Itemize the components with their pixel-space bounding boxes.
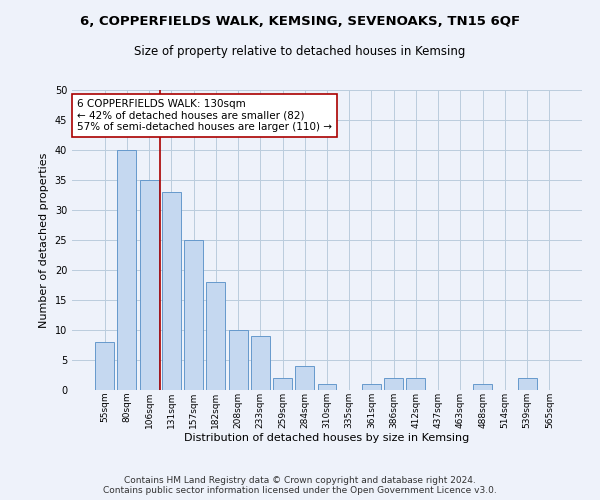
Bar (95, 342, 114, 390)
Bar (518, 378, 536, 390)
Bar (317, 384, 337, 390)
Text: Size of property relative to detached houses in Kemsing: Size of property relative to detached ho… (134, 45, 466, 58)
Bar (118, 150, 136, 390)
Bar (251, 336, 270, 390)
Bar (140, 180, 158, 390)
X-axis label: Distribution of detached houses by size in Kemsing: Distribution of detached houses by size … (184, 434, 470, 444)
Text: 6 COPPERFIELDS WALK: 130sqm
← 42% of detached houses are smaller (82)
57% of sem: 6 COPPERFIELDS WALK: 130sqm ← 42% of det… (77, 99, 332, 132)
Bar (206, 282, 225, 390)
Bar (295, 366, 314, 390)
Bar (184, 240, 203, 390)
Bar (273, 378, 292, 390)
Bar (362, 384, 381, 390)
Text: 6, COPPERFIELDS WALK, KEMSING, SEVENOAKS, TN15 6QF: 6, COPPERFIELDS WALK, KEMSING, SEVENOAKS… (80, 15, 520, 28)
Bar (406, 378, 425, 390)
Y-axis label: Number of detached properties: Number of detached properties (39, 152, 49, 328)
Bar (162, 192, 181, 390)
Bar (229, 330, 248, 390)
Bar (473, 384, 492, 390)
Bar (384, 378, 403, 390)
Text: Contains HM Land Registry data © Crown copyright and database right 2024.
Contai: Contains HM Land Registry data © Crown c… (103, 476, 497, 495)
